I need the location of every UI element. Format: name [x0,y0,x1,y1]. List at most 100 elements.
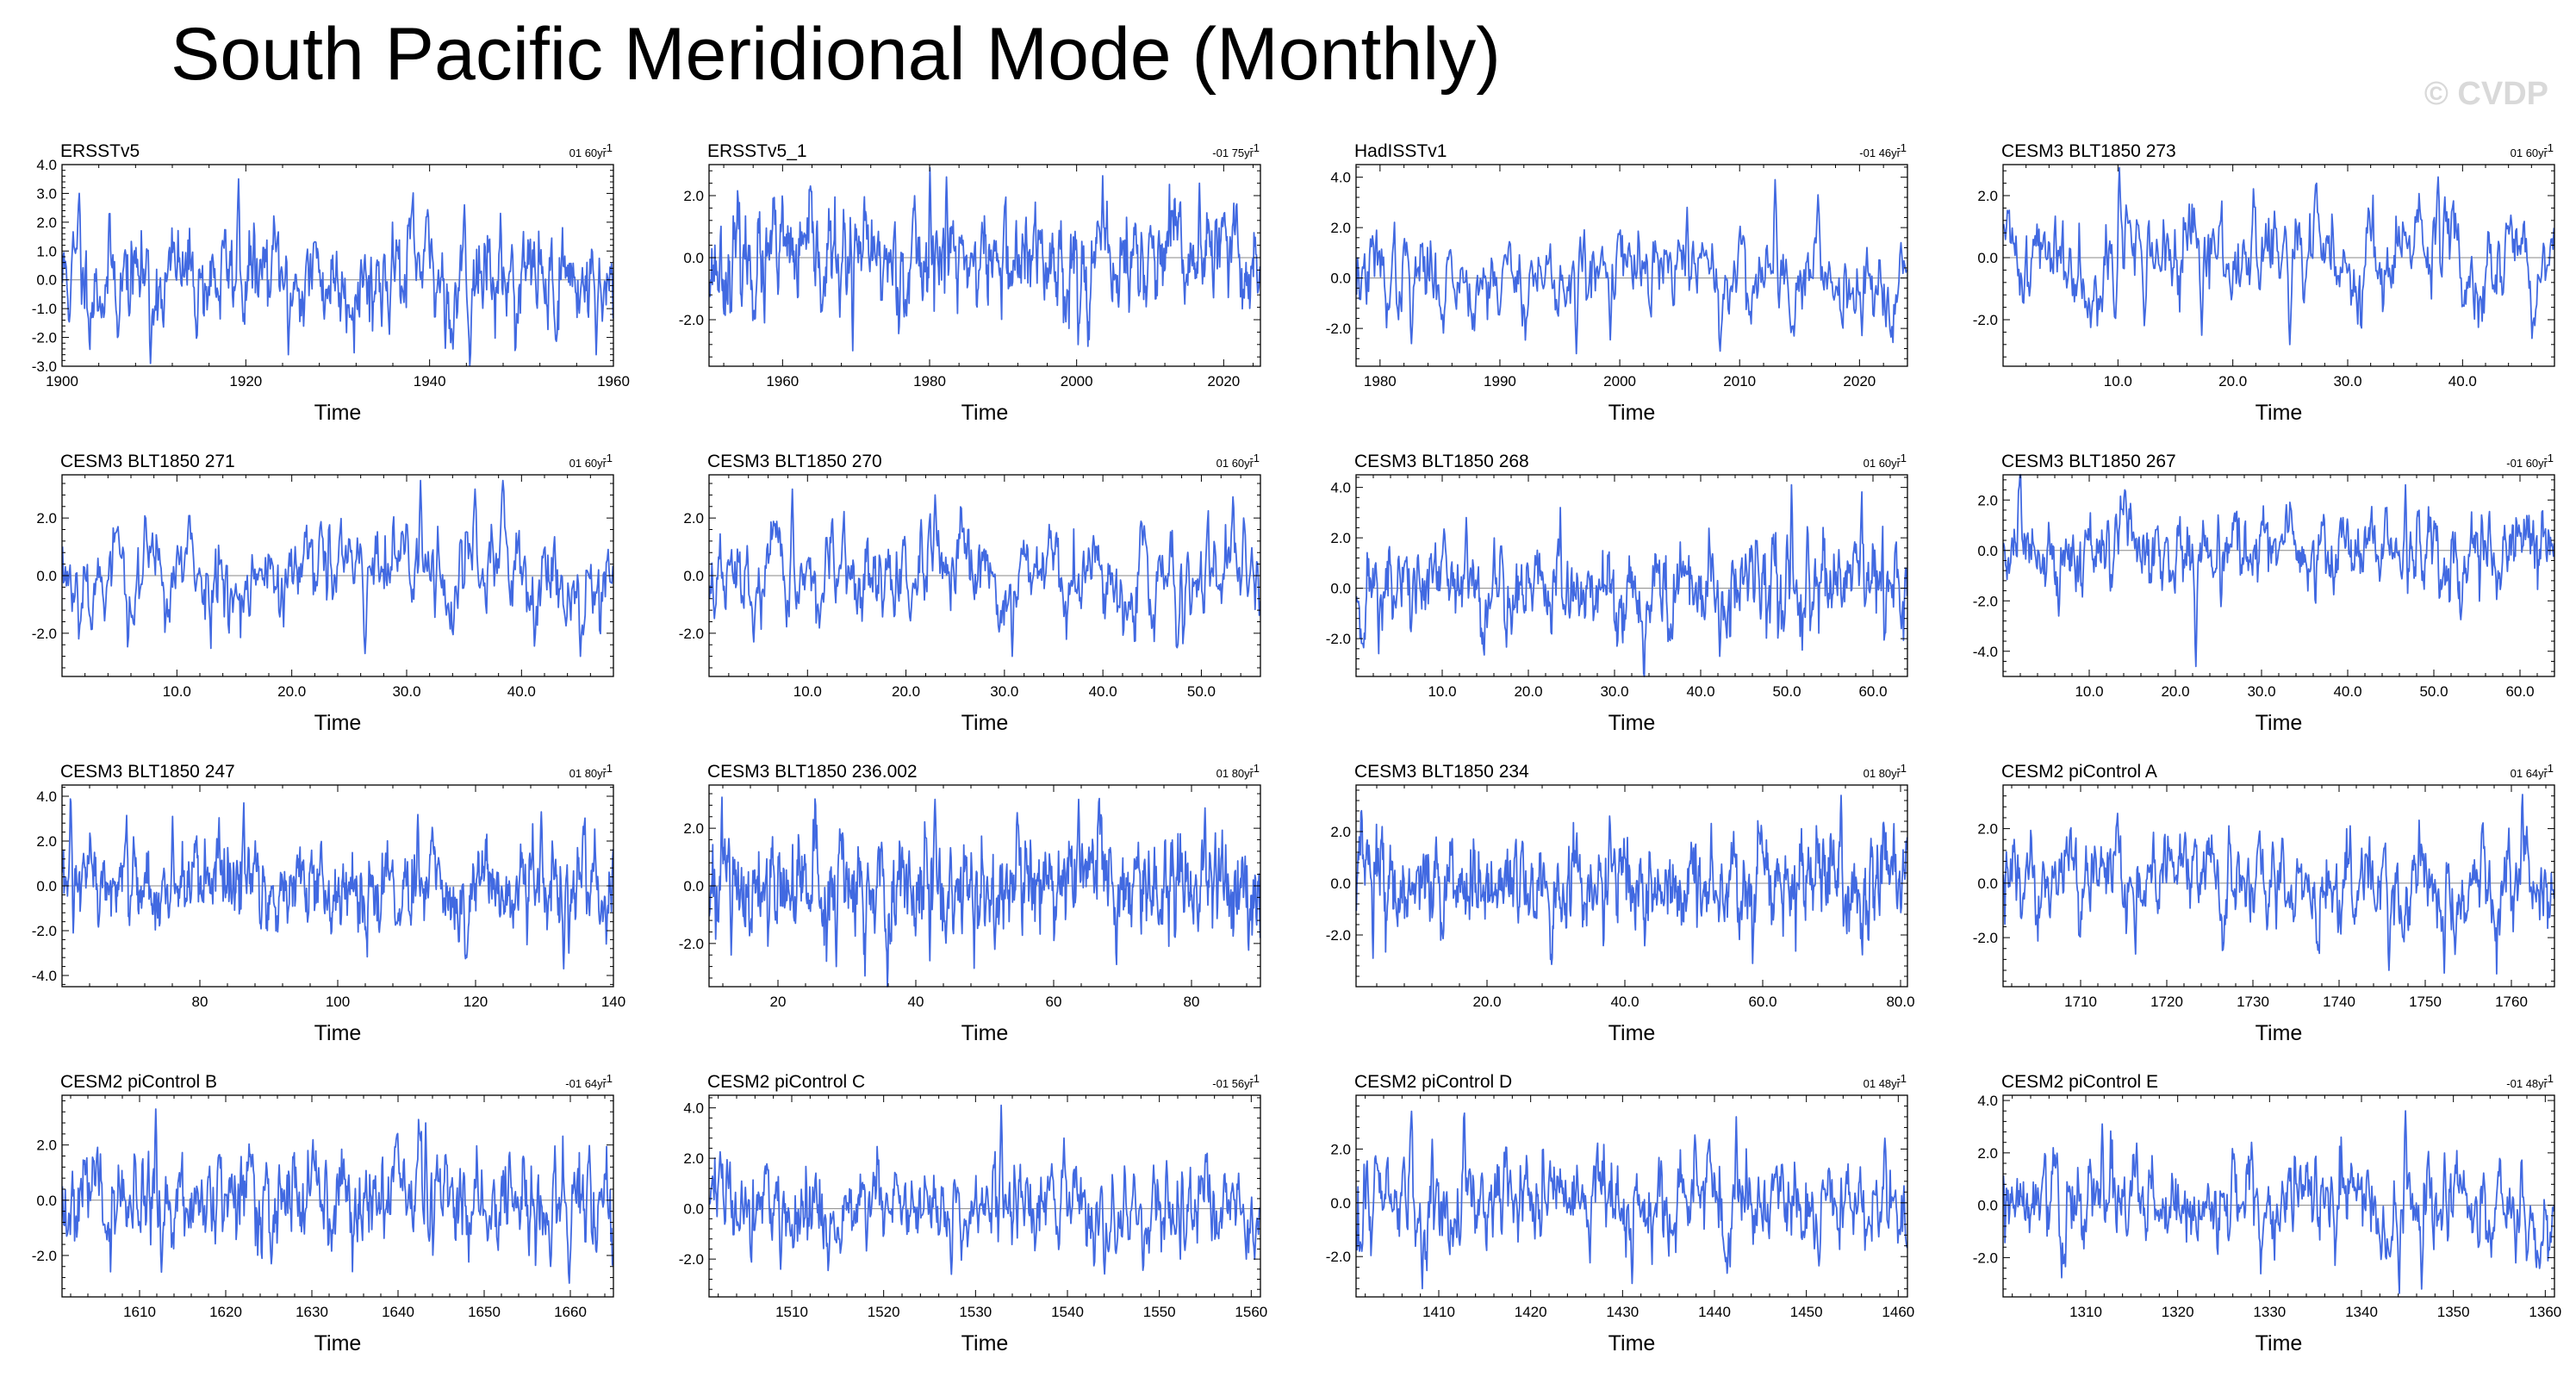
y-tick-label: -2.0 [1973,1250,1998,1266]
x-tick-label: 60.0 [1858,683,1887,700]
y-tick-label: 0.0 [683,1201,704,1218]
x-tick-label: 30.0 [2333,373,2361,390]
series-line [2002,1110,2555,1294]
x-tick-label: 30.0 [2247,683,2275,700]
trend-label: -01 60yr [2506,457,2548,470]
trend-superscript: -1 [1249,141,1260,154]
panel-title: CESM3 BLT1850 267 [2001,452,2176,471]
y-tick-label: 0.0 [683,250,704,266]
series-line [61,178,614,366]
plot-frame [1355,164,1908,367]
panel-10: CESM3 BLT1850 236.002 01 80yr-1 20 40 60 80 -2… [679,762,1261,1045]
y-tick-label: 0.0 [1330,1195,1351,1212]
trend-superscript: -1 [2543,762,2554,775]
x-tick-label: 1660 [554,1304,587,1320]
y-tick-label: 2.0 [683,1150,704,1167]
x-tick-label: 20.0 [2161,683,2189,700]
x-tick-label: 50.0 [1187,683,1216,700]
plot-frame [2002,1094,2555,1298]
trend-superscript: -1 [1896,141,1907,154]
x-tick-label: 10.0 [793,683,822,700]
y-tick-label: 4.0 [36,788,57,805]
y-tick-label: 2.0 [36,1137,57,1154]
series-line [2002,474,2555,668]
panel-11: CESM3 BLT1850 234 01 80yr-1 20.0 40.0 60.0 80… [1326,762,1915,1045]
trend-label: -01 75yr [1212,146,1254,159]
y-tick-label: 0.0 [1977,1198,1998,1214]
x-tick-label: 1520 [868,1304,900,1320]
y-tick-label: -2.0 [679,1251,704,1268]
panel-title: CESM3 BLT1850 270 [707,452,882,471]
trend-superscript: -1 [602,452,613,464]
y-tick-label: 0.0 [1330,581,1351,597]
x-tick-label: 1540 [1051,1304,1084,1320]
panel-7: CESM3 BLT1850 268 01 60yr-1 10.0 20.0 30.0 40… [1326,452,1908,735]
x-axis-label: Time [2256,711,2303,735]
x-axis-label: Time [314,401,362,425]
y-tick-label: -2.0 [679,936,704,952]
x-tick-label: 60 [1046,994,1062,1010]
y-tick-label: -2.0 [679,626,704,642]
x-tick-label: 1640 [382,1304,414,1320]
y-tick-label: -4.0 [32,968,57,984]
series-line [708,1104,1261,1275]
x-tick-label: 1460 [1882,1304,1914,1320]
y-tick-label: 2.0 [1977,821,1998,838]
trend-superscript: -1 [602,1072,613,1085]
x-tick-label: 80 [192,994,208,1010]
y-tick-label: 2.0 [36,510,57,527]
x-axis-label: Time [314,711,362,735]
x-tick-label: 40.0 [1089,683,1117,700]
x-tick-label: 50.0 [1772,683,1801,700]
trend-label: 01 60yr [569,457,607,470]
x-tick-label: 1430 [1606,1304,1639,1320]
y-tick-label: 2.0 [1330,220,1351,236]
y-tick-label: 0.0 [683,568,704,584]
x-tick-label: 40 [908,994,924,1010]
panel-1: ERSSTv5 01 60yr-1 1900 1920 1940 1960 -3.0 -2.0… [32,141,630,425]
y-tick-label: -2.0 [1326,927,1351,944]
x-tick-label: 30.0 [392,683,420,700]
y-tick-label: -2.0 [32,330,57,346]
x-tick-label: 1510 [775,1304,808,1320]
x-tick-label: 1730 [2237,994,2269,1010]
x-axis-label: Time [961,711,1009,735]
x-tick-label: 1760 [2495,994,2528,1010]
y-tick-label: 2.0 [1977,492,1998,508]
panel-9: CESM3 BLT1850 247 01 80yr-1 80 100 120 140 -4.… [32,762,625,1045]
trend-label: 01 60yr [569,146,607,159]
x-axis-label: Time [1608,711,1656,735]
y-tick-label: 4.0 [1330,170,1351,186]
panel-8: CESM3 BLT1850 267 -01 60yr-1 10.0 20.0 30.0 4… [1973,452,2555,735]
x-tick-label: 1610 [123,1304,156,1320]
x-tick-label: 1320 [2162,1304,2194,1320]
series-line [708,166,1261,352]
plot-frame [2002,784,2555,988]
trend-label: 01 60yr [1216,457,1254,470]
y-tick-label: 0.0 [1977,543,1998,559]
series-line [1355,795,1908,965]
x-tick-label: 1620 [209,1304,242,1320]
series-line [61,798,614,970]
x-axis-label: Time [961,1331,1009,1355]
trend-label: 01 80yr [1864,767,1901,780]
x-tick-label: 60.0 [1748,994,1776,1010]
x-axis-label: Time [1608,1331,1656,1355]
x-tick-label: 1360 [2529,1304,2561,1320]
trend-superscript: -1 [1896,452,1907,464]
y-tick-label: 0.0 [36,1193,57,1209]
x-axis-label: Time [1608,401,1656,425]
x-tick-label: 1630 [296,1304,328,1320]
trend-label: 01 60yr [1864,457,1901,470]
plot-frame [61,1094,614,1298]
y-tick-label: -4.0 [1973,644,1998,660]
trend-label: 01 80yr [569,767,607,780]
x-tick-label: 40.0 [1686,683,1714,700]
x-tick-label: 20.0 [892,683,920,700]
series-line [1355,178,1908,355]
cvdp-watermark: © CVDP [2424,76,2548,112]
trend-label: 01 48yr [1864,1077,1901,1090]
trend-label: -01 56yr [1212,1077,1254,1090]
x-tick-label: 2000 [1061,373,1093,390]
x-tick-label: 1920 [229,373,262,390]
